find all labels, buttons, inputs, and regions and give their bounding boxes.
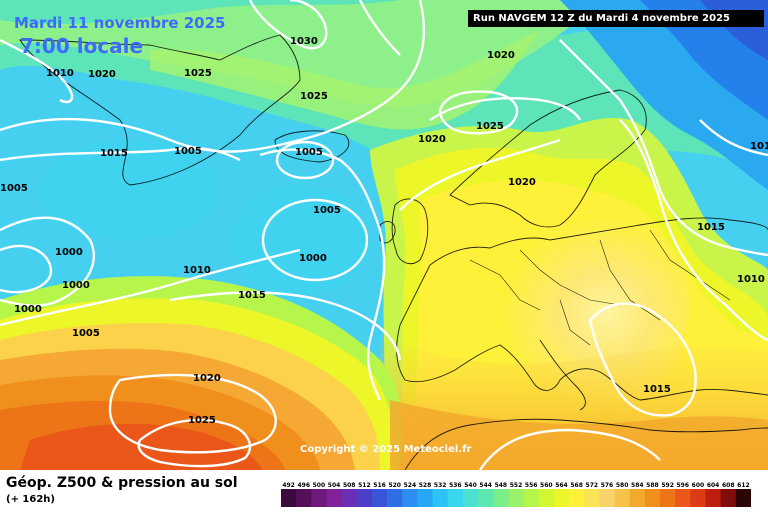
scale-swatch [508, 489, 525, 507]
scale-label: 552 [510, 482, 523, 489]
isobar-label: 1015 [100, 148, 128, 159]
scale-label: 496 [297, 482, 310, 489]
isobar-label: 1020 [88, 69, 116, 80]
scale-label: 540 [464, 482, 477, 489]
isobar-label: 1020 [508, 177, 536, 188]
scale-swatch [720, 489, 737, 507]
scale-swatch [523, 489, 540, 507]
scale-label: 592 [661, 482, 674, 489]
isobar-label: 1015 [697, 222, 725, 233]
isobar-label: 1010 [737, 274, 765, 285]
scale-swatch [553, 489, 570, 507]
scale-swatch [538, 489, 555, 507]
scale-swatch [356, 489, 373, 507]
scale-swatch [462, 489, 479, 507]
scale-swatch [387, 489, 403, 507]
scale-label: 508 [343, 482, 356, 489]
scale-swatch [629, 489, 646, 507]
scale-swatch [281, 489, 297, 507]
scale-label: 544 [479, 482, 492, 489]
scale-label: 556 [525, 482, 538, 489]
forecast-time: 7:00 locale [20, 34, 144, 58]
scale-swatch [644, 489, 661, 507]
scale-swatch [447, 489, 464, 507]
forecast-date: Mardi 11 novembre 2025 [14, 14, 226, 32]
scale-swatch [432, 489, 449, 507]
scale-swatch [341, 489, 358, 507]
scale-swatch [296, 489, 312, 507]
scale-label: 584 [631, 482, 644, 489]
scale-swatch [705, 489, 722, 507]
isobar-label: 1005 [0, 183, 28, 194]
isobar-label: 1025 [188, 415, 216, 426]
scale-swatch [690, 489, 707, 507]
scale-label: 608 [722, 482, 735, 489]
scale-label: 580 [616, 482, 629, 489]
isobar-label: 1000 [62, 280, 90, 291]
scale-swatch [311, 489, 327, 507]
scale-label: 492 [282, 482, 295, 489]
isobar-label: 1005 [295, 147, 323, 158]
isobar-label: 1010 [183, 265, 211, 276]
scale-swatch [493, 489, 509, 507]
weather-map: 1030 1010 1020 1025 1025 1020 1025 1020 … [0, 0, 768, 470]
scale-label: 512 [358, 482, 371, 489]
scale-label: 524 [404, 482, 417, 489]
isobar-label: 1000 [299, 253, 327, 264]
scale-label: 572 [586, 482, 599, 489]
scale-label: 596 [677, 482, 690, 489]
isobar-label: 1005 [174, 146, 202, 157]
isobar-label: 1005 [313, 205, 341, 216]
isobar-label: 1025 [184, 68, 212, 79]
scale-label: 532 [434, 482, 447, 489]
isobar-label: 1000 [14, 304, 42, 315]
scale-label: 548 [495, 482, 508, 489]
scale-label: 536 [449, 482, 462, 489]
scale-swatch [660, 489, 676, 507]
isobar-label: 1030 [290, 36, 318, 47]
forecast-lead-time: (+ 162h) [6, 494, 55, 505]
isobar-label: 101 [750, 141, 768, 152]
isobar-label: 1020 [487, 50, 515, 61]
scale-swatch [402, 489, 418, 507]
scale-swatch [371, 489, 388, 507]
isobar-label: 1005 [72, 328, 100, 339]
scale-label: 600 [692, 482, 705, 489]
isobar-label: 1015 [643, 384, 671, 395]
color-scale-bar [281, 489, 751, 507]
scale-swatch [735, 489, 751, 507]
isobar-label: 1020 [193, 373, 221, 384]
scale-swatch [584, 489, 600, 507]
color-scale-labels: 492 496 500 504 508 512 516 520 524 528 532 536 540 5… [282, 482, 750, 489]
isobar-label: 1025 [300, 91, 328, 102]
scale-label: 576 [601, 482, 614, 489]
copyright: Copyright © 2025 Meteociel.fr [300, 444, 472, 455]
scale-label: 564 [555, 482, 568, 489]
scale-swatch [569, 489, 585, 507]
scale-swatch [599, 489, 616, 507]
run-info: Run NAVGEM 12 Z du Mardi 4 novembre 2025 [468, 10, 764, 27]
map-title: Géop. Z500 & pression au sol [6, 475, 238, 491]
scale-label: 500 [313, 482, 326, 489]
scale-label: 568 [570, 482, 583, 489]
scale-label: 588 [646, 482, 659, 489]
scale-label: 504 [328, 482, 341, 489]
isobar-label: 1010 [46, 68, 74, 79]
scale-label: 612 [737, 482, 750, 489]
scale-swatch [417, 489, 434, 507]
scale-swatch [326, 489, 343, 507]
isobar-label: 1020 [418, 134, 446, 145]
isobar-label: 1015 [238, 290, 266, 301]
scale-label: 560 [540, 482, 553, 489]
isobar-label: 1000 [55, 247, 83, 258]
scale-label: 516 [373, 482, 386, 489]
scale-swatch [675, 489, 691, 507]
scale-swatch [614, 489, 631, 507]
scale-label: 528 [419, 482, 432, 489]
scale-label: 520 [388, 482, 401, 489]
scale-swatch [478, 489, 494, 507]
isobar-label: 1025 [476, 121, 504, 132]
scale-label: 604 [707, 482, 720, 489]
